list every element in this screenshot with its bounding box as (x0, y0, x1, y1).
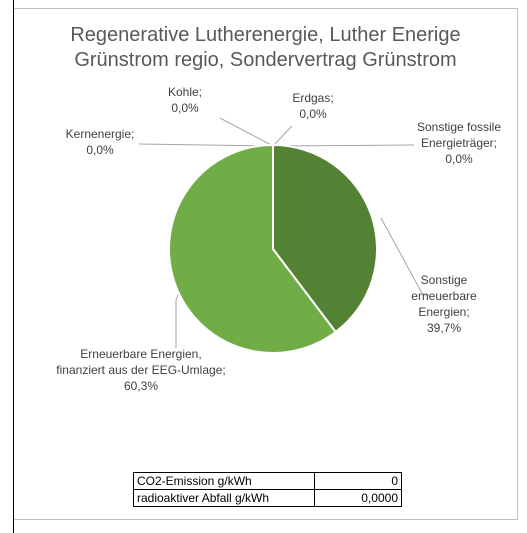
data-label-eeg-umlage: Erneuerbare Energien, finanziert aus der … (56, 347, 225, 393)
data-label-line: Sonstige (421, 273, 468, 287)
data-label-line: finanziert aus der EEG-Umlage; (56, 363, 225, 377)
data-label-line: Energien; (418, 305, 469, 319)
chart-title: Regenerative Lutherenergie, Luther Eneri… (13, 23, 518, 73)
leader-line-erdgas (272, 125, 293, 147)
data-label-sonstige-erneuerbare: Sonstige erneuerbare Energien; 39,7% (411, 273, 477, 335)
data-label-line: 0,0% (299, 107, 327, 121)
data-label-line: Energieträger; (421, 136, 497, 150)
chart-title-line-1: Regenerative Lutherenergie, Luther Eneri… (70, 24, 461, 46)
data-label-line: 0,0% (171, 101, 199, 115)
data-label-line: 60,3% (124, 379, 158, 393)
data-label-line: Erdgas; (292, 91, 333, 105)
data-label-line: 0,0% (86, 143, 114, 157)
data-label-erdgas: Erdgas; 0,0% (292, 91, 333, 121)
pie-slice-eeg-umlage (168, 143, 338, 354)
data-label-line: erneuerbare (411, 289, 477, 303)
chart-title-line-2: Grünstrom regio, Sondervertrag Grünstrom (74, 49, 457, 71)
info-waste-value: 0,0000 (314, 489, 402, 507)
data-label-sonstige-fossile: Sonstige fossile Energieträger; 0,0% (417, 120, 501, 166)
info-row-co2: CO2-Emission g/kWh 0 (133, 472, 402, 490)
data-label-kernenergie: Kernenergie; 0,0% (66, 127, 135, 157)
data-label-line: Kohle; (168, 85, 202, 99)
leader-line-kernenergie (138, 143, 274, 147)
leader-line-sonstige-erneuerbare (380, 217, 429, 296)
data-label-line: 0,0% (445, 152, 473, 166)
leader-line-sonstige-fossile (272, 144, 415, 147)
info-waste-label: radioaktiver Abfall g/kWh (133, 489, 315, 507)
info-co2-label: CO2-Emission g/kWh (133, 472, 315, 490)
info-table: CO2-Emission g/kWh 0 radioaktiver Abfall… (133, 472, 402, 507)
data-label-line: Sonstige fossile (417, 120, 501, 134)
pie-slice-sonstige-erneuerbare (272, 143, 378, 334)
data-label-line: Kernenergie; (66, 127, 135, 141)
data-label-line: 39,7% (427, 321, 461, 335)
info-co2-value: 0 (314, 472, 402, 490)
leader-line-kohle (219, 117, 274, 147)
data-label-kohle: Kohle; 0,0% (168, 85, 202, 115)
left-edge-line (13, 0, 14, 533)
data-label-line: Erneuerbare Energien, (80, 347, 201, 361)
info-row-waste: radioaktiver Abfall g/kWh 0,0000 (133, 489, 402, 507)
